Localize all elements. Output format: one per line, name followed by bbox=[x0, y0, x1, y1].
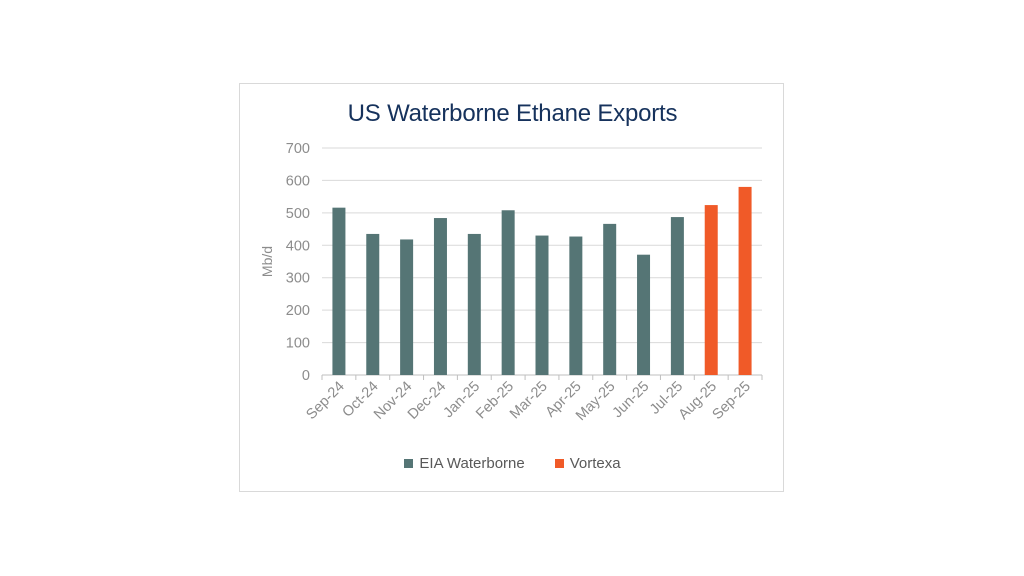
y-axis-label: Mb/d bbox=[259, 246, 275, 277]
x-tick-label: Dec-24 bbox=[405, 379, 449, 423]
legend-label-vortexa: Vortexa bbox=[569, 455, 621, 472]
y-tick-label: 0 bbox=[302, 368, 310, 384]
chart-title: US Waterborne Ethane Exports bbox=[347, 100, 678, 127]
y-tick-label: 100 bbox=[286, 336, 310, 352]
chart-frame: US Waterborne Ethane Exports 0 100 200 300 4… bbox=[239, 83, 784, 492]
bar-eia-waterborne bbox=[535, 235, 549, 375]
legend: EIA Waterborne Vortexa bbox=[240, 455, 785, 472]
x-tick-label: Mar-25 bbox=[507, 379, 551, 423]
bar-eia-waterborne bbox=[670, 217, 684, 375]
bar-eia-waterborne bbox=[637, 254, 651, 375]
x-tick-label: Sep-24 bbox=[303, 379, 347, 423]
bar-vortexa bbox=[738, 186, 752, 375]
legend-label-eia: EIA Waterborne bbox=[419, 455, 525, 472]
y-tick-label: 600 bbox=[286, 173, 310, 189]
bar-eia-waterborne bbox=[433, 218, 447, 375]
y-tick-label: 200 bbox=[286, 303, 310, 319]
y-tick-label: 400 bbox=[286, 238, 310, 254]
y-tick-label: 500 bbox=[286, 206, 310, 222]
y-tick-label: 300 bbox=[286, 271, 310, 287]
bar-eia-waterborne bbox=[467, 233, 481, 375]
legend-swatch-eia bbox=[404, 459, 414, 468]
legend-swatch-vortexa bbox=[554, 459, 564, 468]
bar-eia-waterborne bbox=[569, 236, 583, 375]
x-tick-label: Sep-25 bbox=[710, 379, 754, 423]
bar-eia-waterborne bbox=[603, 223, 617, 375]
bar-eia-waterborne bbox=[366, 233, 380, 375]
bar-eia-waterborne bbox=[400, 239, 414, 375]
bar-eia-waterborne bbox=[332, 207, 346, 375]
bar-eia-waterborne bbox=[501, 210, 515, 375]
y-tick-label: 700 bbox=[286, 141, 310, 157]
legend-item-eia: EIA Waterborne bbox=[404, 455, 525, 472]
plot-area: 0100200300400500600700Mb/dSep-24Oct-24No… bbox=[259, 141, 763, 424]
x-tick-label: Jun-25 bbox=[610, 379, 653, 422]
bar-vortexa bbox=[704, 205, 718, 375]
legend-item-vortexa: Vortexa bbox=[554, 455, 621, 472]
